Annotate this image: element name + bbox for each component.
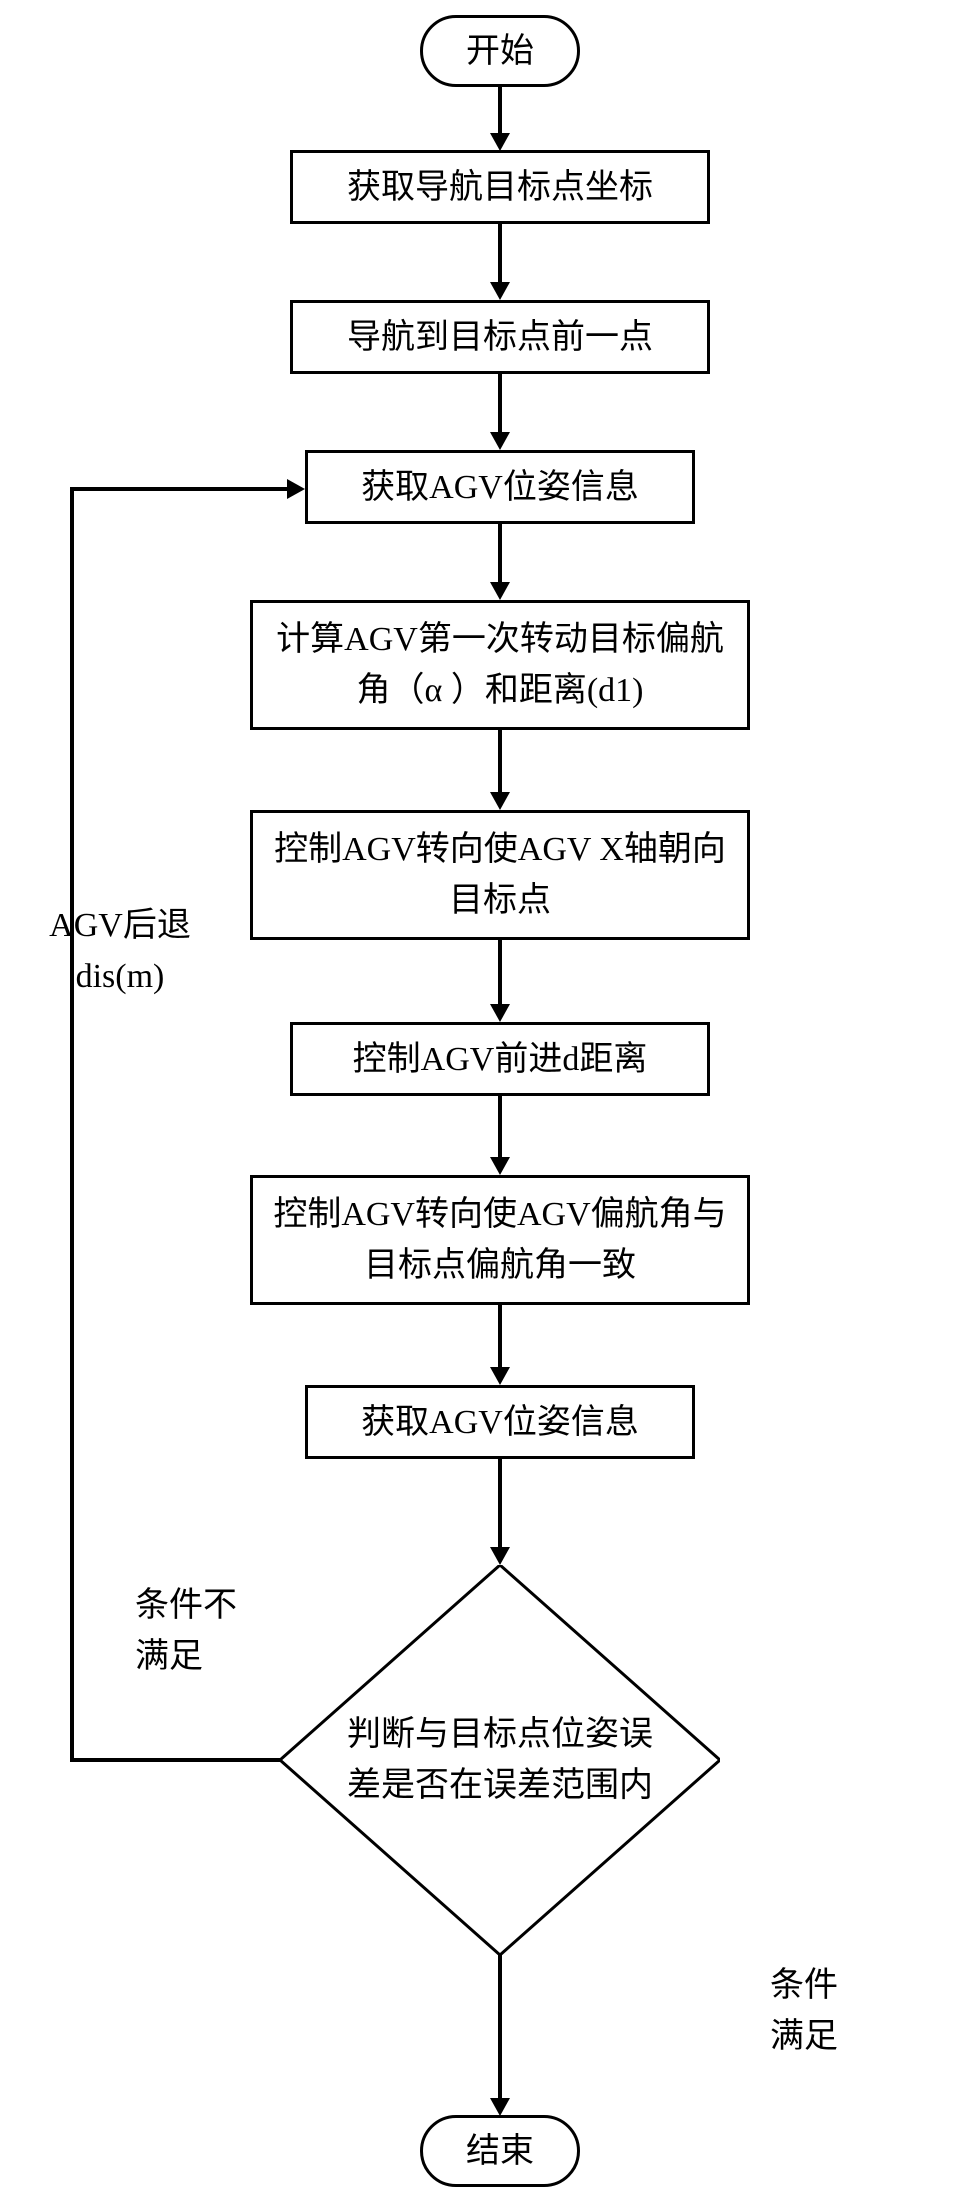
- connector: [498, 1955, 502, 2100]
- arrow-icon: [490, 282, 510, 300]
- process-get-pose-1: 获取AGV位姿信息: [305, 450, 695, 524]
- label-yes: 条件 满足: [770, 1960, 838, 2062]
- connector: [498, 1096, 502, 1159]
- start-label: 开始: [466, 26, 534, 77]
- process-calc-angle: 计算AGV第一次转动目标偏航角（α ）和距离(d1): [250, 600, 750, 730]
- connector: [498, 224, 502, 284]
- arrow-icon: [490, 133, 510, 151]
- arrow-icon: [490, 1367, 510, 1385]
- decision-error-check: 判断与目标点位姿误差是否在误差范围内: [280, 1565, 720, 1955]
- connector: [498, 87, 502, 135]
- connector: [498, 940, 502, 1006]
- connector: [70, 1758, 282, 1762]
- process-label: 获取AGV位姿信息: [361, 1397, 639, 1448]
- connector: [498, 374, 502, 434]
- process-label: 计算AGV第一次转动目标偏航角（α ）和距离(d1): [273, 614, 727, 716]
- end-node: 结束: [420, 2115, 580, 2187]
- process-label: 控制AGV前进d距离: [353, 1034, 648, 1085]
- edge-label-yes: 条件 满足: [770, 1960, 838, 2062]
- edge-label-no: 条件不 满足: [135, 1580, 237, 1682]
- connector: [498, 730, 502, 794]
- process-get-pose-2: 获取AGV位姿信息: [305, 1385, 695, 1459]
- arrow-icon: [490, 1157, 510, 1175]
- process-forward: 控制AGV前进d距离: [290, 1022, 710, 1096]
- arrow-icon: [490, 2098, 510, 2116]
- process-navigate: 导航到目标点前一点: [290, 300, 710, 374]
- process-turn-2: 控制AGV转向使AGV偏航角与目标点偏航角一致: [250, 1175, 750, 1305]
- end-label: 结束: [466, 2126, 534, 2177]
- arrow-icon: [490, 1004, 510, 1022]
- loop-label-line1: AGV后退 dis(m): [49, 907, 191, 995]
- process-get-target: 获取导航目标点坐标: [290, 150, 710, 224]
- process-turn-1: 控制AGV转向使AGV X轴朝向目标点: [250, 810, 750, 940]
- process-label: 获取AGV位姿信息: [361, 462, 639, 513]
- arrow-icon: [490, 1547, 510, 1565]
- process-label: 控制AGV转向使AGV偏航角与目标点偏航角一致: [273, 1189, 727, 1291]
- decision-label: 判断与目标点位姿误差是否在误差范围内: [280, 1709, 720, 1811]
- arrow-icon: [490, 432, 510, 450]
- connector: [70, 487, 74, 1762]
- label-no: 条件不 满足: [135, 1580, 237, 1682]
- process-label: 导航到目标点前一点: [347, 312, 653, 363]
- start-node: 开始: [420, 15, 580, 87]
- connector: [498, 1459, 502, 1549]
- arrow-icon: [287, 479, 305, 499]
- process-label: 获取导航目标点坐标: [347, 162, 653, 213]
- connector: [498, 524, 502, 584]
- flowchart-container: 开始 获取导航目标点坐标 导航到目标点前一点 获取AGV位姿信息 计算AGV第一…: [0, 0, 961, 2203]
- process-label: 控制AGV转向使AGV X轴朝向目标点: [273, 824, 727, 926]
- loop-back-label: AGV后退 dis(m): [20, 900, 220, 1002]
- connector: [498, 1305, 502, 1369]
- arrow-icon: [490, 582, 510, 600]
- connector: [70, 487, 287, 491]
- arrow-icon: [490, 792, 510, 810]
